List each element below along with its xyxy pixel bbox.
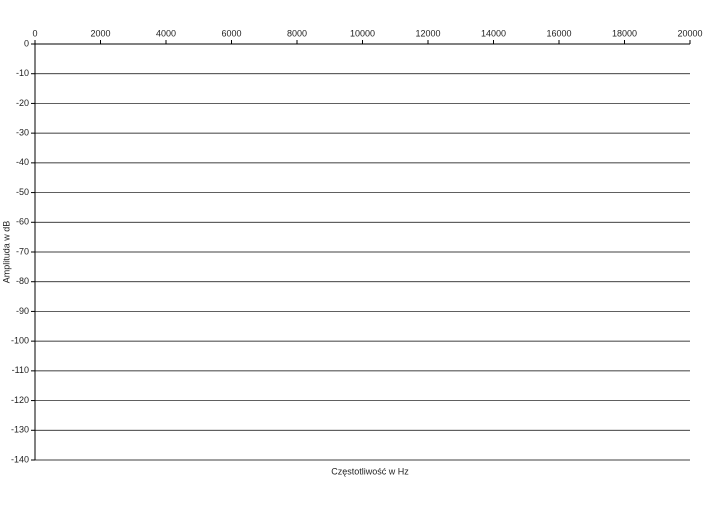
y-tick-label: -140	[11, 454, 29, 464]
x-tick-label: 4000	[156, 28, 176, 38]
y-tick-label: -130	[11, 425, 29, 435]
y-tick-label: -100	[11, 336, 29, 346]
y-tick-label: -60	[16, 217, 29, 227]
x-tick-label: 14000	[481, 28, 506, 38]
x-tick-label: 20000	[677, 28, 702, 38]
y-tick-label: -80	[16, 276, 29, 286]
y-tick-label: -10	[16, 68, 29, 78]
y-axis-label: Amplituda w dB	[1, 221, 11, 284]
y-tick-label: -30	[16, 128, 29, 138]
y-tick-label: -40	[16, 157, 29, 167]
x-tick-label: 0	[32, 28, 37, 38]
x-tick-label: 2000	[90, 28, 110, 38]
x-axis-label: Częstotliwość w Hz	[331, 466, 409, 476]
y-tick-label: 0	[24, 38, 29, 48]
x-tick-label: 18000	[612, 28, 637, 38]
x-tick-label: 12000	[415, 28, 440, 38]
y-tick-label: -110	[12, 365, 29, 375]
y-tick-label: -90	[16, 306, 29, 316]
y-tick-label: -50	[16, 187, 29, 197]
y-tick-label: -20	[16, 98, 29, 108]
y-tick-label: -70	[16, 246, 29, 256]
y-tick-label: -120	[11, 395, 29, 405]
x-tick-label: 8000	[287, 28, 307, 38]
x-tick-label: 16000	[546, 28, 571, 38]
x-tick-label: 10000	[350, 28, 375, 38]
x-tick-label: 6000	[221, 28, 241, 38]
